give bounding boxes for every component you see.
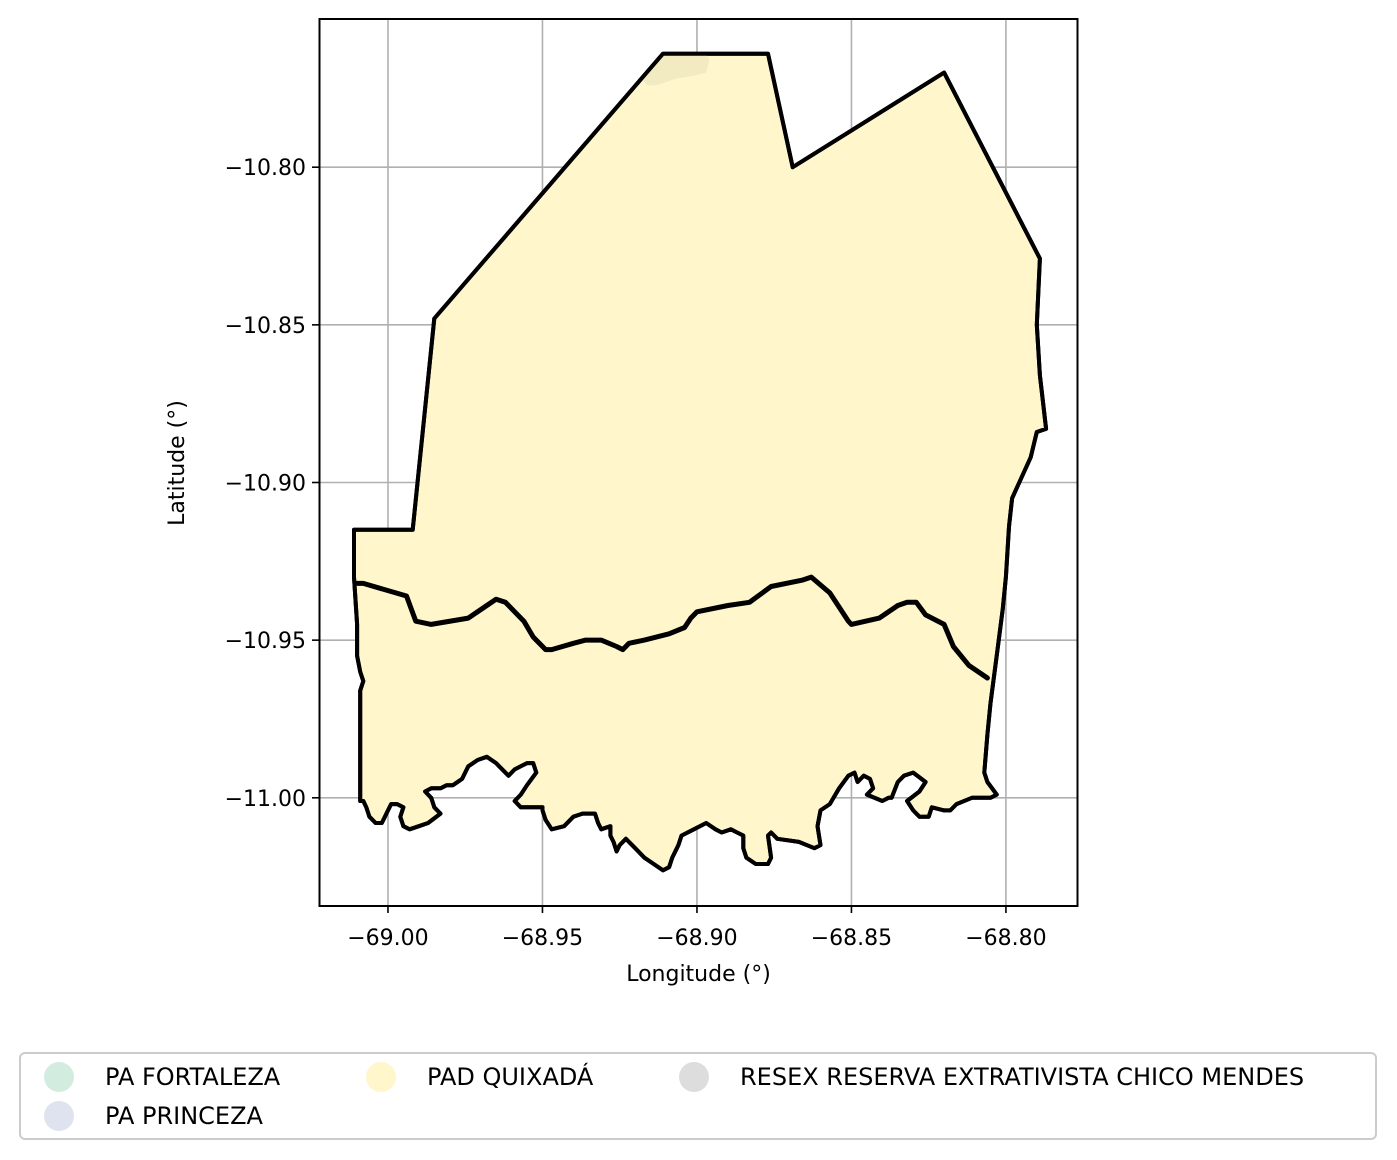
y-tick-label: −10.85 [225, 314, 306, 339]
y-axis-label: Latitude (°) [165, 400, 190, 526]
legend-item-pa-fortaleza: PA FORTALEZA [44, 1062, 280, 1092]
x-tick-label: −68.95 [502, 926, 583, 951]
x-tick-label: −69.00 [347, 926, 428, 951]
region-pad-quixada [352, 51, 1049, 873]
plot-frame [318, 18, 1079, 907]
legend-label: RESEX RESERVA EXTRATIVISTA CHICO MENDES [740, 1063, 1305, 1091]
x-tick-label: −68.90 [656, 926, 737, 951]
region-outline [352, 51, 1049, 873]
axis-ticks: −69.00 −68.95 −68.90 −68.85 −68.80 −10.80 −10.… [225, 156, 1047, 951]
legend-marker-icon [366, 1062, 396, 1092]
y-tick-label: −10.80 [225, 156, 306, 181]
boundary-line [354, 574, 990, 681]
x-tick-label: −68.85 [811, 926, 892, 951]
y-tick-label: −10.95 [225, 629, 306, 654]
legend-item-pa-princeza: PA PRINCEZA [44, 1101, 263, 1131]
legend-label: PA FORTALEZA [105, 1063, 281, 1091]
legend-label: PA PRINCEZA [105, 1102, 263, 1130]
legend: PA FORTALEZA PA PRINCEZA PAD QUIXADÁ RES… [19, 1052, 1377, 1140]
legend-item-resex-chico-mendes: RESEX RESERVA EXTRATIVISTA CHICO MENDES [679, 1062, 1304, 1092]
legend-marker-icon [679, 1062, 709, 1092]
map-boundary-lines [354, 574, 990, 681]
legend-marker-icon [44, 1062, 74, 1092]
x-tick-label: −68.80 [965, 926, 1046, 951]
x-axis-label: Longitude (°) [626, 962, 771, 987]
legend-label: PAD QUIXADÁ [427, 1063, 594, 1091]
map-regions [352, 51, 1049, 873]
y-tick-label: −11.00 [225, 787, 306, 812]
legend-marker-icon [44, 1101, 74, 1131]
legend-item-pad-quixada: PAD QUIXADÁ [366, 1062, 593, 1092]
map-figure: −69.00 −68.95 −68.90 −68.85 −68.80 −10.80 −10.… [165, 18, 1079, 987]
y-tick-label: −10.90 [225, 471, 306, 496]
